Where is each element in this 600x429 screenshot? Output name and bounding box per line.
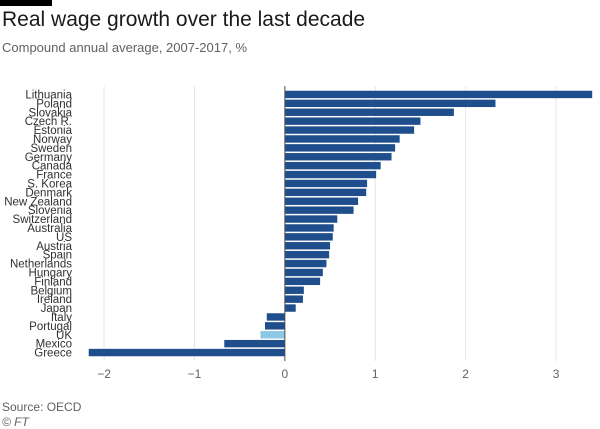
category-label: Austria bbox=[36, 241, 72, 253]
category-label: France bbox=[36, 170, 72, 182]
source-note: Source: OECD bbox=[2, 400, 82, 414]
credit-note: © FT bbox=[2, 415, 29, 429]
bar bbox=[284, 268, 323, 277]
category-label: US bbox=[56, 232, 72, 244]
category-label: S. Korea bbox=[27, 178, 72, 190]
x-tick-label: 3 bbox=[553, 367, 560, 381]
category-label: Denmark bbox=[25, 187, 72, 199]
category-label: Netherlands bbox=[10, 259, 72, 271]
category-label: Estonia bbox=[34, 125, 73, 137]
bar bbox=[284, 206, 354, 214]
category-label: Belgium bbox=[30, 285, 72, 297]
bar bbox=[266, 313, 285, 321]
bar bbox=[284, 126, 415, 134]
bar bbox=[284, 188, 367, 197]
bar bbox=[284, 215, 338, 223]
category-label: Canada bbox=[32, 161, 73, 173]
category-label: Germany bbox=[25, 152, 73, 164]
brand-bar bbox=[0, 0, 52, 6]
bar bbox=[284, 161, 381, 170]
x-tick-label: 1 bbox=[372, 367, 379, 381]
bar bbox=[284, 233, 333, 241]
category-label: Spain bbox=[43, 250, 72, 262]
x-tick-label: −2 bbox=[97, 367, 111, 381]
category-label: Mexico bbox=[36, 339, 72, 351]
bar bbox=[284, 197, 359, 205]
bar bbox=[284, 117, 421, 125]
bar bbox=[284, 153, 392, 161]
category-label: Hungary bbox=[29, 267, 73, 279]
category-label: Australia bbox=[27, 223, 72, 235]
bar bbox=[284, 179, 368, 188]
bar bbox=[284, 277, 321, 286]
category-label: New Zealand bbox=[4, 196, 72, 208]
x-tick-label: 0 bbox=[282, 367, 289, 381]
bar bbox=[284, 144, 396, 152]
bar bbox=[260, 331, 285, 339]
chart-subtitle: Compound annual average, 2007-2017, % bbox=[2, 40, 248, 55]
category-label: Slovenia bbox=[28, 205, 73, 217]
bar bbox=[88, 348, 285, 357]
bar bbox=[264, 322, 285, 330]
category-label: Portugal bbox=[29, 321, 72, 333]
bar bbox=[284, 99, 496, 108]
bar bbox=[284, 224, 334, 232]
category-label: Ireland bbox=[37, 294, 72, 306]
bar bbox=[284, 250, 330, 259]
bar bbox=[284, 135, 400, 143]
category-label: UK bbox=[56, 330, 72, 342]
bar bbox=[284, 304, 296, 312]
bar bbox=[284, 170, 377, 179]
bar bbox=[284, 242, 331, 250]
chart-title: Real wage growth over the last decade bbox=[2, 8, 366, 31]
x-tick-label: 2 bbox=[462, 367, 469, 381]
bar bbox=[284, 90, 593, 99]
bar bbox=[284, 259, 327, 268]
category-label: Japan bbox=[41, 303, 72, 315]
category-label: Finland bbox=[34, 276, 72, 288]
category-label: Lithuania bbox=[25, 89, 72, 101]
category-label: Slovakia bbox=[29, 107, 73, 119]
category-label: Sweden bbox=[30, 143, 72, 155]
bar bbox=[284, 286, 304, 294]
category-label: Switzerland bbox=[13, 214, 72, 226]
category-label: Greece bbox=[34, 348, 72, 360]
bar bbox=[284, 108, 454, 116]
category-label: Poland bbox=[36, 98, 72, 110]
category-label: Norway bbox=[33, 134, 72, 146]
x-tick-label: −1 bbox=[188, 367, 202, 381]
bar bbox=[284, 295, 303, 303]
bar bbox=[224, 339, 285, 348]
category-label: Italy bbox=[51, 312, 72, 324]
category-label: Czech R. bbox=[25, 116, 72, 128]
